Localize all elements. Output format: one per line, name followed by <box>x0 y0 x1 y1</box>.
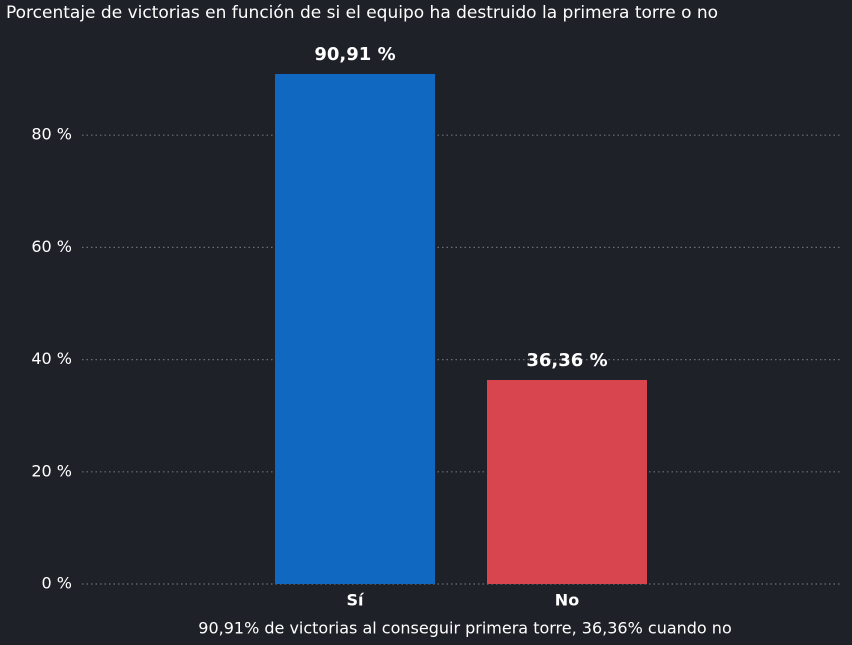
y-tick-label: 40 % <box>31 349 72 368</box>
bar <box>275 73 435 584</box>
y-tick-label: 0 % <box>42 574 72 593</box>
y-tick-label: 60 % <box>31 237 72 256</box>
bar <box>487 380 647 584</box>
x-tick-label: Sí <box>346 591 365 610</box>
chart-title: Porcentaje de victorias en función de si… <box>6 3 718 23</box>
data-label: 36,36 % <box>526 350 607 371</box>
caption: 90,91% de victorias al conseguir primera… <box>198 619 731 638</box>
x-tick-label: No <box>555 591 579 610</box>
data-label: 90,91 % <box>314 44 395 65</box>
y-tick-label: 20 % <box>31 461 72 480</box>
y-tick-label: 80 % <box>31 125 72 144</box>
